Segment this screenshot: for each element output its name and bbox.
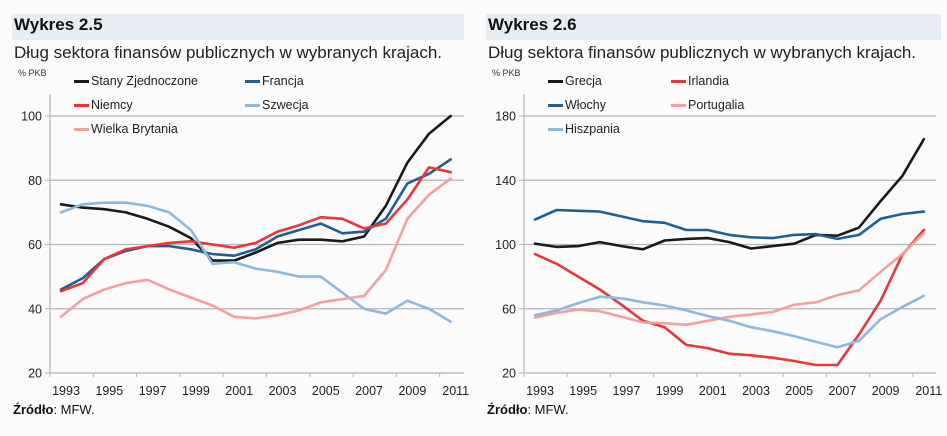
x-tick-label: 2007 xyxy=(355,384,383,398)
x-tick-label: 1999 xyxy=(656,384,684,398)
legend-swatch xyxy=(671,103,686,107)
y-tick-label: 80 xyxy=(28,174,42,188)
y-tick-label: 100 xyxy=(21,110,42,124)
legend-item: Włochy xyxy=(548,98,606,112)
chart-title: Dług sektora finansów publicznych w wybr… xyxy=(14,43,443,62)
legend-label: Szwecja xyxy=(262,98,309,112)
series-line-portugalia xyxy=(533,232,926,327)
x-tick-label: 1993 xyxy=(52,384,80,398)
x-tick-label: 1999 xyxy=(182,384,210,398)
chart-panel-right: Wykres 2.6 Dług sektora finansów publicz… xyxy=(474,0,947,436)
chart-title: Dług sektora finansów publicznych w wybr… xyxy=(488,43,917,62)
y-tick-label: 100 xyxy=(495,238,516,252)
x-tick-label: 1995 xyxy=(95,384,123,398)
y-tick-label: 40 xyxy=(28,302,42,316)
legend-swatch xyxy=(671,79,686,83)
x-tick-label: 2009 xyxy=(872,384,900,398)
legend-label: Hiszpania xyxy=(565,122,620,136)
y-tick-label: 60 xyxy=(502,302,516,316)
source-note: Źródło: MFW. xyxy=(13,402,95,417)
x-tick-label: 1997 xyxy=(612,384,640,398)
y-tick-label: 60 xyxy=(28,238,42,252)
x-tick-label: 2001 xyxy=(699,384,727,398)
legend-swatch xyxy=(245,103,260,107)
series-line-wielka-brytania xyxy=(59,177,453,320)
legend-label: Portugalia xyxy=(688,98,745,112)
series-line-szwecja xyxy=(59,201,453,323)
source-text: : MFW. xyxy=(527,402,569,417)
legend-swatch xyxy=(74,103,89,107)
title-band xyxy=(12,14,464,40)
x-tick-label: 2003 xyxy=(742,384,770,398)
series-line-stany-zjednoczone xyxy=(59,114,453,262)
legend-label: Wielka Brytania xyxy=(91,122,178,136)
chart-label: Wykres 2.5 xyxy=(14,15,103,34)
legend-swatch xyxy=(245,79,260,83)
x-tick-label: 2001 xyxy=(225,384,253,398)
legend-swatch xyxy=(548,79,563,83)
legend-item: Niemcy xyxy=(74,98,133,112)
legend-item: Francja xyxy=(245,74,304,88)
legend-label: Stany Zjednoczone xyxy=(91,74,199,88)
legend-label: Włochy xyxy=(565,98,606,112)
legend-item: Irlandia xyxy=(671,74,729,88)
series-line-francja xyxy=(59,158,453,291)
x-tick-label: 2011 xyxy=(442,384,469,398)
chart-panel-left: Wykres 2.5 Dług sektora finansów publicz… xyxy=(0,0,470,436)
source-text: : MFW. xyxy=(53,402,95,417)
legend-item: Portugalia xyxy=(671,98,744,112)
x-tick-label: 2011 xyxy=(915,384,942,398)
y-tick-label: 140 xyxy=(495,174,516,188)
line-chart: 20 40 60 80 100 1993 1995 1997 1999 2001 2003 2005 2… xyxy=(21,94,469,398)
x-tick-label: 2007 xyxy=(828,384,856,398)
series-line-włochy xyxy=(533,208,926,241)
legend-label: Niemcy xyxy=(91,98,133,112)
source-note: Źródło: MFW. xyxy=(487,402,569,417)
legend-swatch xyxy=(548,103,563,107)
source-label: Źródło xyxy=(13,402,54,417)
legend-item: Szwecja xyxy=(245,98,309,112)
series-line-grecja xyxy=(533,138,926,251)
chart-label: Wykres 2.6 xyxy=(488,15,577,34)
legend-item: Wielka Brytania xyxy=(74,122,178,136)
line-chart: 20 60 100 140 180 1993 1995 1997 1999 2001 2003 200… xyxy=(495,94,942,398)
x-tick-label: 1997 xyxy=(139,384,167,398)
x-tick-label: 2005 xyxy=(312,384,340,398)
legend-label: Francja xyxy=(262,74,304,88)
legend-label: Grecja xyxy=(565,74,602,88)
legend-swatch xyxy=(74,79,89,83)
y-tick-label: 20 xyxy=(502,367,516,381)
legend-swatch xyxy=(548,127,563,131)
y-tick-label: 20 xyxy=(28,367,42,381)
source-label: Źródło xyxy=(487,402,528,417)
legend-label: Irlandia xyxy=(688,74,729,88)
x-tick-label: 2003 xyxy=(269,384,297,398)
x-tick-label: 2009 xyxy=(398,384,426,398)
series-line-hiszpania xyxy=(533,294,926,349)
series-line-niemcy xyxy=(59,166,453,293)
legend-swatch xyxy=(74,127,89,131)
series-line-irlandia xyxy=(533,228,926,367)
y-axis-unit: % PKB xyxy=(18,68,47,78)
x-tick-label: 1995 xyxy=(569,384,597,398)
x-tick-label: 1993 xyxy=(526,384,554,398)
title-band xyxy=(486,14,941,40)
legend-item: Stany Zjednoczone xyxy=(74,74,198,88)
legend-item: Hiszpania xyxy=(548,122,620,136)
y-tick-label: 180 xyxy=(495,110,516,124)
x-tick-label: 2005 xyxy=(785,384,813,398)
y-axis-unit: % PKB xyxy=(492,68,521,78)
legend-item: Grecja xyxy=(548,74,602,88)
